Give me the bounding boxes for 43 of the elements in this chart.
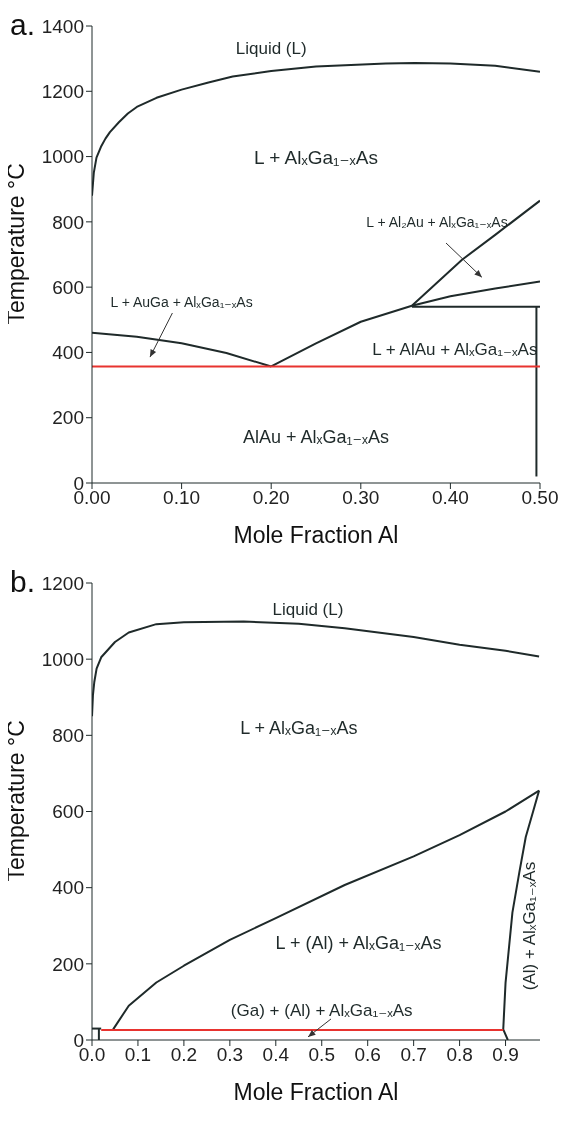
annotation: L + AlₓGa₁₋ₓAs (240, 716, 358, 739)
y-tick-label: 1200 (41, 81, 84, 103)
annotation: (Al) + AlₓGa₁₋ₓAs (518, 861, 539, 990)
annotation: AlAu + AlₓGa₁₋ₓAs (243, 426, 389, 449)
annotation: L + (Al) + AlₓGa₁₋ₓAs (275, 931, 442, 954)
x-tick-label: 0.10 (163, 487, 201, 509)
x-tick-label: 0.5 (308, 1044, 335, 1066)
annotation: L + AuGa + AlₓGa₁₋ₓAs (110, 293, 253, 310)
y-tick-label: 200 (52, 953, 84, 975)
y-tick-label: 1400 (41, 15, 84, 37)
x-tick-label: 0.9 (492, 1044, 519, 1066)
y-tick-label: 800 (52, 211, 84, 233)
y-tick-label: 1000 (41, 648, 84, 670)
x-tick-label: 0.50 (521, 487, 559, 509)
x-tick-label: 0.4 (262, 1044, 290, 1066)
y-axis-title: Temperature °C (3, 720, 30, 882)
x-tick-label: 0.40 (431, 487, 469, 509)
x-tick-label: 0.30 (342, 487, 380, 509)
chart-title: a. (10, 8, 36, 42)
x-axis-title: Mole Fraction Al (233, 1079, 399, 1105)
x-axis-title: Mole Fraction Al (233, 522, 399, 548)
x-tick-label: 0.3 (216, 1044, 244, 1066)
annotation: Liquid (L) (235, 38, 307, 59)
x-tick-label: 0.6 (354, 1044, 381, 1066)
x-tick-label: 0.7 (400, 1044, 427, 1066)
y-tick-label: 1000 (41, 146, 84, 168)
y-tick-label: 200 (52, 407, 84, 429)
y-axis-title: Temperature °C (3, 163, 30, 325)
x-tick-label: 0.2 (170, 1044, 198, 1066)
y-tick-label: 1200 (41, 572, 84, 594)
x-tick-label: 0.20 (252, 487, 290, 509)
y-tick-label: 600 (52, 276, 84, 298)
chart-title: b. (10, 565, 36, 599)
y-tick-label: 400 (52, 877, 84, 899)
y-tick-label: 400 (52, 342, 84, 364)
annotation: L + AlₓGa₁₋ₓAs (254, 145, 378, 169)
y-tick-label: 800 (52, 725, 84, 747)
x-tick-label: 0.1 (124, 1044, 152, 1066)
y-tick-label: 600 (52, 801, 84, 823)
annotation: L + Al₂Au + AlₓGa₁₋ₓAs (366, 213, 508, 230)
annotation: Liquid (L) (272, 599, 344, 620)
annotation: (Ga) + (Al) + AlₓGa₁₋ₓAs (230, 999, 413, 1021)
x-tick-label: 0.8 (446, 1044, 473, 1066)
